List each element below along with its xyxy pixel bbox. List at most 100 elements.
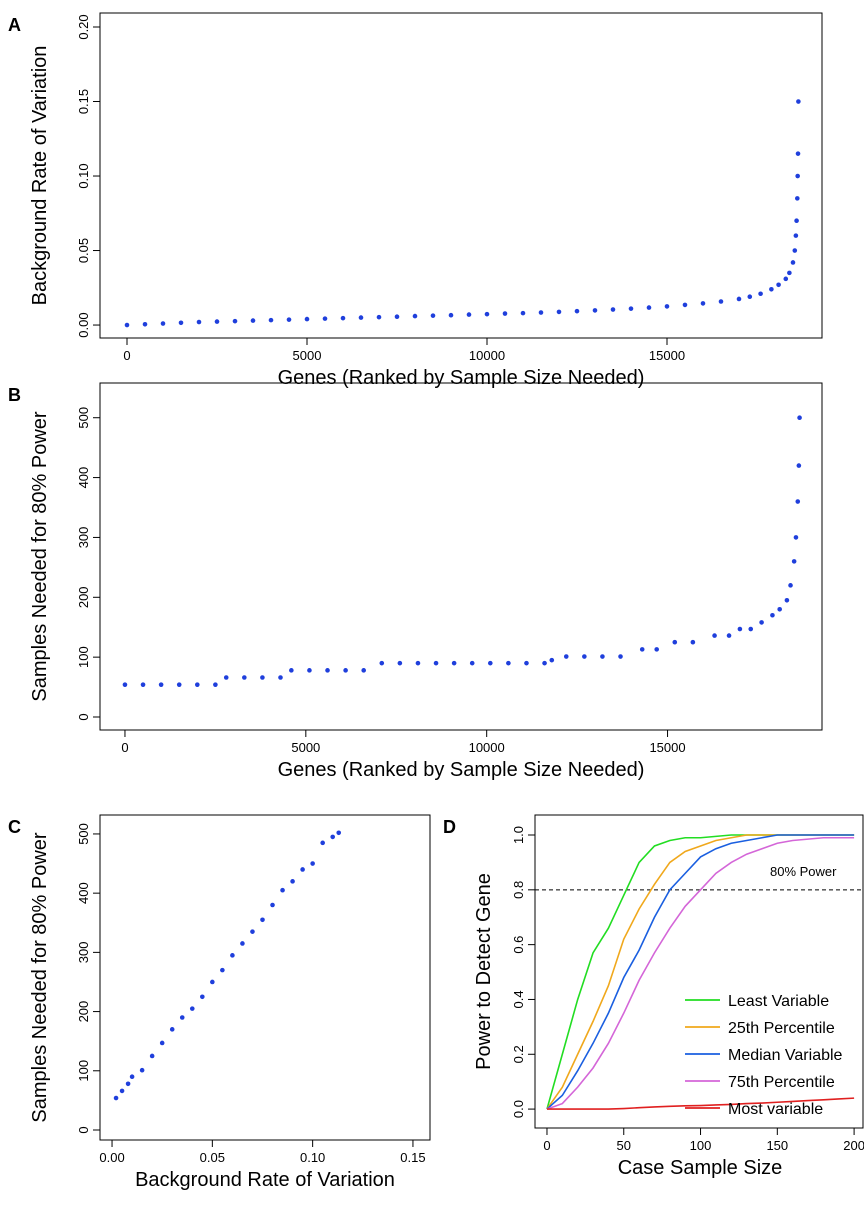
point xyxy=(646,305,652,310)
point xyxy=(125,1081,131,1087)
point xyxy=(124,322,130,328)
point xyxy=(278,675,283,680)
point xyxy=(433,660,439,666)
point xyxy=(790,260,796,265)
x-tick-label: 0 xyxy=(123,348,130,363)
x-axis-label: Genes (Ranked by Sample Size Needed) xyxy=(278,759,645,781)
point xyxy=(736,296,742,302)
point xyxy=(119,1088,125,1094)
point xyxy=(682,302,688,308)
point xyxy=(361,668,366,673)
point xyxy=(307,668,312,673)
panel-label: C xyxy=(8,817,21,837)
point xyxy=(300,867,305,872)
y-tick-label: 0.8 xyxy=(511,881,526,899)
legend-label: Median Variable xyxy=(728,1047,843,1064)
y-tick-label: 500 xyxy=(76,407,91,429)
point xyxy=(304,316,310,322)
point xyxy=(158,682,164,687)
y-tick-label: 0.0 xyxy=(511,1100,526,1118)
x-tick-label: 0 xyxy=(543,1138,550,1153)
point xyxy=(397,660,403,666)
point xyxy=(159,1040,165,1046)
y-tick-label: 400 xyxy=(76,882,91,904)
point xyxy=(758,291,763,297)
y-tick-label: 0 xyxy=(76,1126,91,1133)
plot-frame xyxy=(99,382,823,731)
point xyxy=(796,99,801,104)
point xyxy=(129,1074,135,1080)
point xyxy=(213,682,218,687)
point xyxy=(556,309,562,315)
point xyxy=(484,311,490,317)
point xyxy=(793,233,799,238)
point xyxy=(113,1095,119,1101)
point xyxy=(747,294,753,300)
point xyxy=(149,1053,155,1059)
point xyxy=(718,299,724,304)
point xyxy=(783,276,789,282)
point xyxy=(639,647,645,652)
y-tick-label: 0.15 xyxy=(76,89,91,114)
point xyxy=(794,218,799,224)
x-tick-label: 15000 xyxy=(649,740,685,755)
point xyxy=(672,639,678,645)
y-tick-label: 200 xyxy=(76,1001,91,1023)
x-tick-label: 10000 xyxy=(469,348,505,363)
y-axis-label: Samples Needed for 80% Power xyxy=(29,832,51,1122)
point xyxy=(748,626,754,632)
point xyxy=(260,917,265,923)
point xyxy=(769,286,774,292)
point xyxy=(270,902,275,908)
point xyxy=(770,612,775,618)
legend-label: Least Variable xyxy=(728,993,829,1010)
point xyxy=(320,840,325,846)
point xyxy=(179,1015,185,1020)
y-axis-label: Samples Needed for 80% Power xyxy=(29,411,51,701)
point xyxy=(189,1006,195,1011)
point xyxy=(240,941,245,946)
x-tick-label: 5000 xyxy=(291,740,320,755)
point xyxy=(487,660,493,666)
series-line xyxy=(546,1097,855,1110)
point xyxy=(542,660,547,666)
point xyxy=(791,559,797,564)
y-axis-label: Power to Detect Gene xyxy=(473,873,495,1070)
y-tick-label: 100 xyxy=(76,646,91,668)
point xyxy=(737,626,743,632)
x-tick-label: 200 xyxy=(843,1138,864,1153)
panel-c: C 0.00 0.05 0.10 0.15 0 100 200 300 400 500 Backgro… xyxy=(8,814,431,1191)
y-tick-label: 300 xyxy=(76,527,91,549)
plot-frame xyxy=(99,814,431,1141)
point xyxy=(618,654,623,659)
point xyxy=(610,307,616,312)
point xyxy=(787,270,792,276)
point xyxy=(139,1067,145,1073)
y-tick-label: 0.2 xyxy=(511,1045,526,1063)
point xyxy=(286,317,292,322)
point xyxy=(448,312,454,318)
x-axis-label: Background Rate of Variation xyxy=(135,1169,395,1191)
x-tick-label: 10000 xyxy=(469,740,505,755)
x-tick-label: 0.15 xyxy=(400,1150,425,1165)
point xyxy=(412,313,418,319)
y-tick-label: 0.6 xyxy=(511,936,526,954)
point xyxy=(795,173,800,179)
point xyxy=(795,499,801,504)
point xyxy=(325,668,330,673)
y-tick-label: 0.10 xyxy=(76,163,91,188)
point xyxy=(260,675,265,680)
point xyxy=(795,151,801,156)
panel-d: D 0 50 100 150 200 0.0 0.2 0.4 0.6 0.8 1.0 Case Samp… xyxy=(443,814,864,1179)
point xyxy=(322,316,328,321)
point xyxy=(654,647,659,652)
point xyxy=(777,606,782,612)
point xyxy=(242,675,247,680)
y-tick-label: 400 xyxy=(76,467,91,489)
legend-label: 25th Percentile xyxy=(728,1020,835,1037)
point xyxy=(592,308,598,313)
point xyxy=(214,319,220,324)
y-axis-label: Background Rate of Variation xyxy=(29,46,51,306)
point xyxy=(178,320,184,326)
